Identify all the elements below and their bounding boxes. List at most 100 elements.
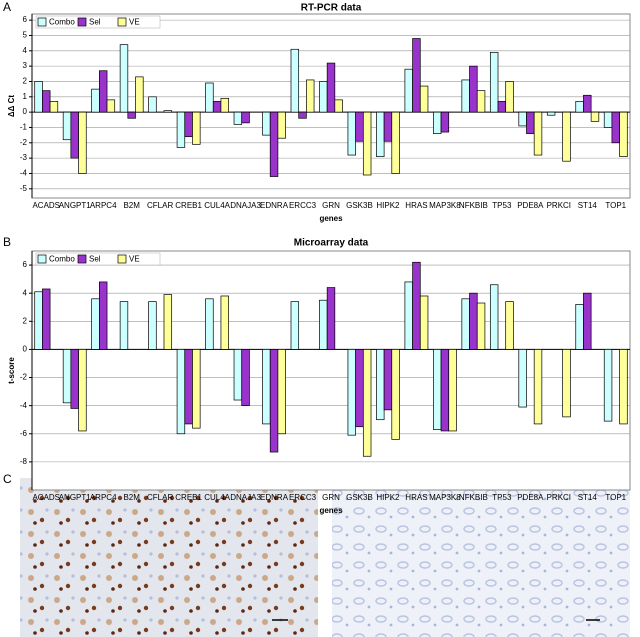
y-tick-label: 1 [23, 92, 28, 101]
x-tick-label: ANGPT1 [59, 201, 92, 210]
bar [220, 295, 229, 350]
bar [135, 76, 144, 113]
bar [70, 349, 79, 409]
x-tick-label: CUL4A [204, 493, 230, 502]
y-tick-label: -5 [20, 184, 28, 193]
x-tick-label: ST14 [578, 493, 598, 502]
legend-swatch [77, 17, 87, 27]
bar [98, 70, 108, 113]
legend [35, 15, 161, 29]
x-tick-label: TOP1 [605, 201, 626, 210]
bar [404, 281, 413, 350]
bar [192, 111, 201, 145]
chart-title: Microarray data [294, 238, 369, 249]
bar [355, 349, 364, 428]
legend-swatch [37, 254, 47, 264]
x-tick-label: ERCC3 [289, 493, 317, 502]
x-tick-label: ARPC4 [90, 201, 117, 210]
y-axis-title: t-score [7, 357, 16, 384]
y-tick-label: 0 [23, 107, 28, 116]
bar [34, 81, 43, 113]
bar [497, 101, 507, 113]
bar [476, 90, 486, 113]
x-tick-label: TOP1 [605, 493, 626, 502]
ihc-image-positive [20, 478, 318, 637]
bar [469, 65, 478, 113]
bar [163, 110, 173, 113]
y-tick-label: 6 [23, 260, 28, 269]
bar [334, 99, 343, 113]
bar [306, 79, 315, 113]
bar [269, 111, 279, 177]
y-tick-label: -6 [20, 429, 28, 438]
x-axis-title: genes [319, 506, 343, 515]
bar [49, 101, 59, 113]
y-tick-label: -4 [20, 401, 28, 410]
x-tick-label: PDE8A [517, 201, 544, 210]
bar [562, 111, 571, 162]
bar [34, 291, 43, 350]
bar [611, 111, 620, 144]
bar [469, 292, 478, 350]
bar [461, 79, 470, 113]
x-tick-label: CREB1 [175, 201, 202, 210]
bar [575, 304, 584, 350]
legend-label: VE [129, 18, 140, 27]
bar [326, 287, 336, 350]
bar [42, 288, 51, 350]
x-tick-label: CFLAR [147, 201, 173, 210]
bar [62, 111, 72, 141]
x-tick-label: HRAS [405, 201, 427, 210]
bar [526, 111, 535, 134]
bar [419, 295, 429, 350]
x-tick-label: HIPK2 [376, 493, 400, 502]
x-tick-label: MAP3K8 [429, 201, 461, 210]
bar [106, 99, 116, 113]
bar [277, 349, 286, 435]
bar [603, 349, 613, 422]
bar [376, 111, 385, 157]
legend-swatch [117, 254, 127, 264]
x-tick-label: GRN [322, 201, 340, 210]
bar [383, 111, 393, 142]
x-tick-label: NFKBIB [459, 493, 488, 502]
x-tick-label: B2M [123, 201, 140, 210]
y-tick-label: 3 [23, 61, 28, 70]
y-tick-label: -3 [20, 153, 28, 162]
bar [590, 111, 600, 122]
x-tick-label: PRKCI [547, 201, 571, 210]
y-tick-label: 5 [23, 31, 28, 40]
bar [383, 349, 393, 411]
bar [184, 111, 193, 138]
bar [440, 111, 450, 133]
x-tick-label: PRKCI [547, 493, 571, 502]
x-tick-label: HRAS [405, 493, 427, 502]
panel-label: C [3, 472, 12, 486]
chart-title: RT-PCR data [301, 3, 362, 14]
bar [176, 349, 186, 435]
bar [148, 96, 157, 113]
x-tick-label: B2M [123, 493, 140, 502]
bar [505, 301, 514, 350]
bar [461, 298, 470, 350]
bar [619, 111, 628, 157]
x-tick-label: CFLAR [147, 493, 173, 502]
bar [489, 284, 499, 350]
legend-label: Combo [49, 255, 75, 264]
y-tick-label: -8 [20, 457, 28, 466]
bar [269, 349, 279, 453]
bar [376, 349, 385, 421]
x-tick-label: DNAJA3 [230, 493, 261, 502]
panel-label: A [3, 0, 11, 14]
bar [233, 111, 243, 125]
bar [241, 111, 250, 124]
bar [412, 38, 421, 113]
bar [78, 111, 87, 174]
bar [192, 349, 201, 429]
bar [533, 111, 543, 156]
bar [518, 349, 527, 408]
x-tick-label: ST14 [578, 201, 598, 210]
bar [298, 111, 307, 119]
y-tick-label: 6 [23, 15, 28, 24]
